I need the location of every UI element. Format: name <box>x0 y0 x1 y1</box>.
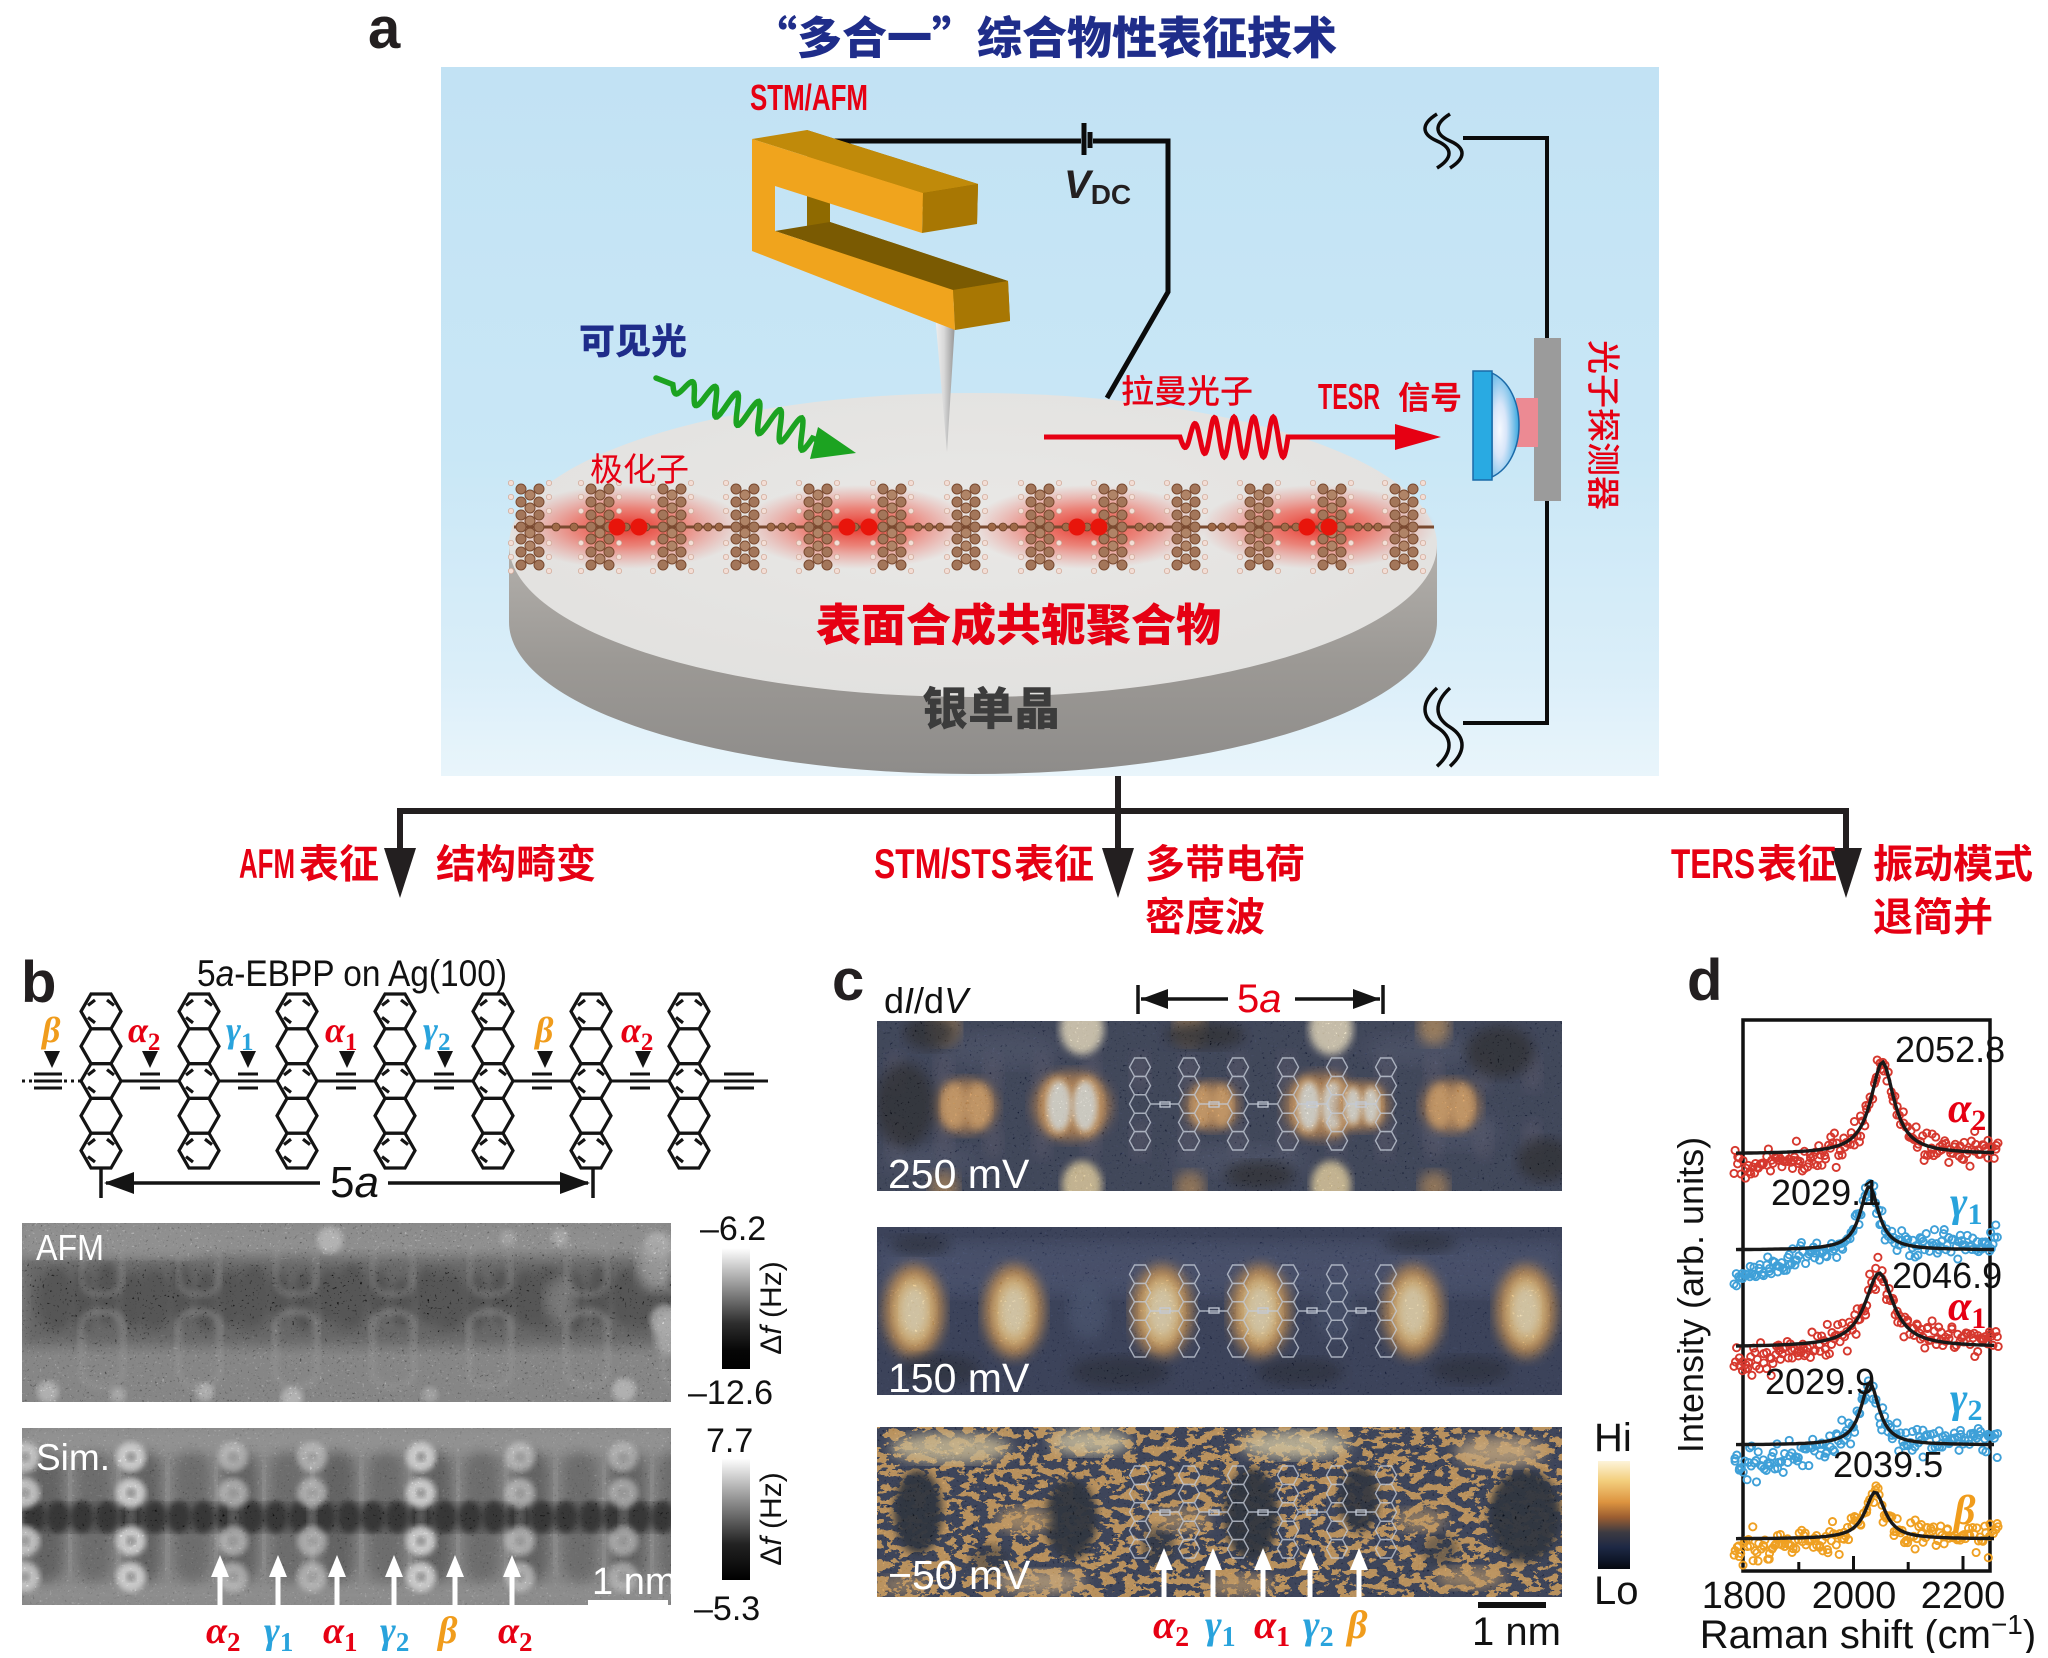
svg-text:1800: 1800 <box>1702 1575 1787 1617</box>
svg-text:1 nm: 1 nm <box>1472 1610 1561 1653</box>
svg-text:5a-EBPP on Ag(100): 5a-EBPP on Ag(100) <box>197 953 507 994</box>
svg-text:α2: α2 <box>1948 1086 1986 1137</box>
svg-text:TERS: TERS <box>1671 840 1755 887</box>
svg-text:β: β <box>1345 1602 1368 1647</box>
svg-text:a: a <box>368 0 401 61</box>
svg-text:7.7: 7.7 <box>706 1422 753 1460</box>
svg-text:Intensity (arb. units): Intensity (arb. units) <box>1670 1137 1711 1453</box>
svg-text:dI/dV: dI/dV <box>884 980 971 1021</box>
svg-text:β: β <box>533 1010 554 1050</box>
svg-text:2052.8: 2052.8 <box>1895 1029 2005 1070</box>
svg-text:Lo: Lo <box>1594 1569 1639 1613</box>
svg-text:AFM: AFM <box>36 1227 104 1268</box>
svg-text:–12.6: –12.6 <box>688 1374 773 1412</box>
svg-text:b: b <box>21 950 56 1015</box>
svg-text:Δf (Hz): Δf (Hz) <box>755 1261 788 1354</box>
svg-text:AFM: AFM <box>239 840 295 887</box>
svg-text:–6.2: –6.2 <box>700 1210 766 1248</box>
svg-text:γ1: γ1 <box>1950 1180 1982 1231</box>
svg-text:5a: 5a <box>330 1158 379 1207</box>
svg-text:Hi: Hi <box>1594 1416 1632 1460</box>
svg-text:2000: 2000 <box>1812 1575 1897 1617</box>
svg-text:−50 mV: −50 mV <box>888 1552 1031 1598</box>
svg-text:γ2: γ2 <box>1950 1376 1982 1427</box>
svg-text:2200: 2200 <box>1921 1575 2006 1617</box>
svg-text:5a: 5a <box>1237 977 1282 1021</box>
svg-text:α2: α2 <box>128 1010 160 1056</box>
svg-text:Δf (Hz): Δf (Hz) <box>755 1472 788 1565</box>
svg-text:150 mV: 150 mV <box>888 1355 1030 1401</box>
svg-text:2039.5: 2039.5 <box>1833 1444 1943 1485</box>
svg-text:–5.3: –5.3 <box>694 1590 760 1628</box>
svg-text:2029.1: 2029.1 <box>1771 1172 1881 1213</box>
svg-text:d: d <box>1687 948 1722 1013</box>
svg-text:c: c <box>832 948 864 1013</box>
svg-text:γ2: γ2 <box>1303 1602 1334 1653</box>
svg-text:2029.9: 2029.9 <box>1765 1361 1875 1402</box>
svg-text:STM/STS: STM/STS <box>874 840 1012 887</box>
svg-text:250 mV: 250 mV <box>888 1151 1030 1197</box>
svg-text:β: β <box>1952 1488 1976 1534</box>
svg-text:TESR: TESR <box>1318 376 1380 417</box>
svg-text:2046.9: 2046.9 <box>1892 1255 2002 1296</box>
svg-text:Raman shift (cm−1): Raman shift (cm−1) <box>1700 1609 2036 1653</box>
svg-text:β: β <box>436 1610 458 1652</box>
svg-text:β: β <box>40 1010 61 1050</box>
svg-text:STM/AFM: STM/AFM <box>750 77 868 118</box>
svg-text:1 nm: 1 nm <box>592 1561 676 1603</box>
svg-text:Sim.: Sim. <box>36 1437 110 1478</box>
